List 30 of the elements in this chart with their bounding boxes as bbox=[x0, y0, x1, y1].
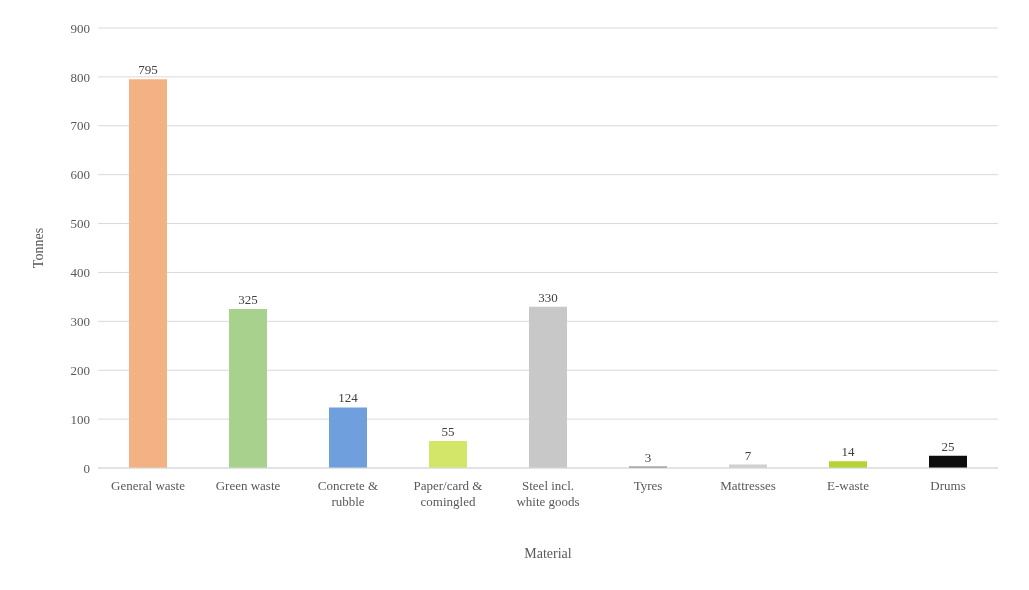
data-label: 325 bbox=[238, 292, 258, 308]
data-label: 25 bbox=[941, 438, 955, 454]
y-tick-label: 900 bbox=[70, 20, 90, 36]
y-tick-label: 600 bbox=[70, 167, 90, 183]
y-tick-label: 0 bbox=[83, 460, 90, 476]
data-label: 7 bbox=[744, 447, 752, 463]
y-tick-label: 500 bbox=[70, 216, 90, 232]
data-label: 3 bbox=[644, 449, 652, 465]
data-label: 124 bbox=[338, 390, 359, 406]
x-tick-label: General waste bbox=[111, 478, 186, 493]
x-tick-label: E-waste bbox=[827, 478, 870, 493]
data-label: 795 bbox=[138, 62, 158, 78]
data-label: 55 bbox=[441, 424, 455, 440]
x-tick-label: Concrete & rubble bbox=[317, 478, 379, 509]
y-tick-label: 300 bbox=[70, 313, 90, 329]
y-tick-label: 200 bbox=[70, 362, 90, 378]
x-axis-title: Material bbox=[524, 546, 572, 561]
y-tick-label: 400 bbox=[70, 265, 90, 281]
x-tick-label: Green waste bbox=[215, 478, 281, 493]
y-tick-label: 800 bbox=[70, 69, 90, 85]
y-tick-label: 700 bbox=[70, 118, 90, 134]
y-axis-title: Tonnes bbox=[30, 227, 46, 269]
x-tick-label: Mattresses bbox=[720, 478, 776, 493]
data-label: 330 bbox=[538, 289, 558, 305]
y-tick-label: 100 bbox=[70, 411, 90, 427]
x-tick-label: Tyres bbox=[633, 478, 663, 493]
x-tick-label: Steel incl. white goods bbox=[516, 478, 580, 509]
x-tick-label: Paper/card & comingled bbox=[413, 478, 483, 509]
x-tick-label: Drums bbox=[930, 478, 966, 493]
data-label: 14 bbox=[841, 444, 855, 460]
